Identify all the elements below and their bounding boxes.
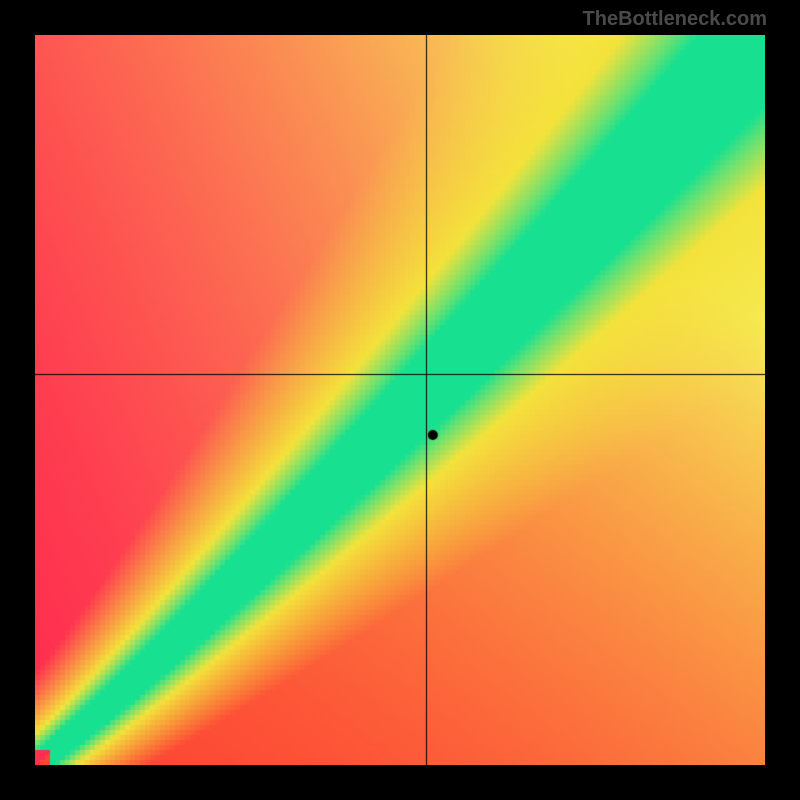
watermark-text: TheBottleneck.com	[583, 8, 767, 31]
heatmap-canvas	[35, 35, 765, 765]
heatmap-plot	[35, 35, 765, 765]
